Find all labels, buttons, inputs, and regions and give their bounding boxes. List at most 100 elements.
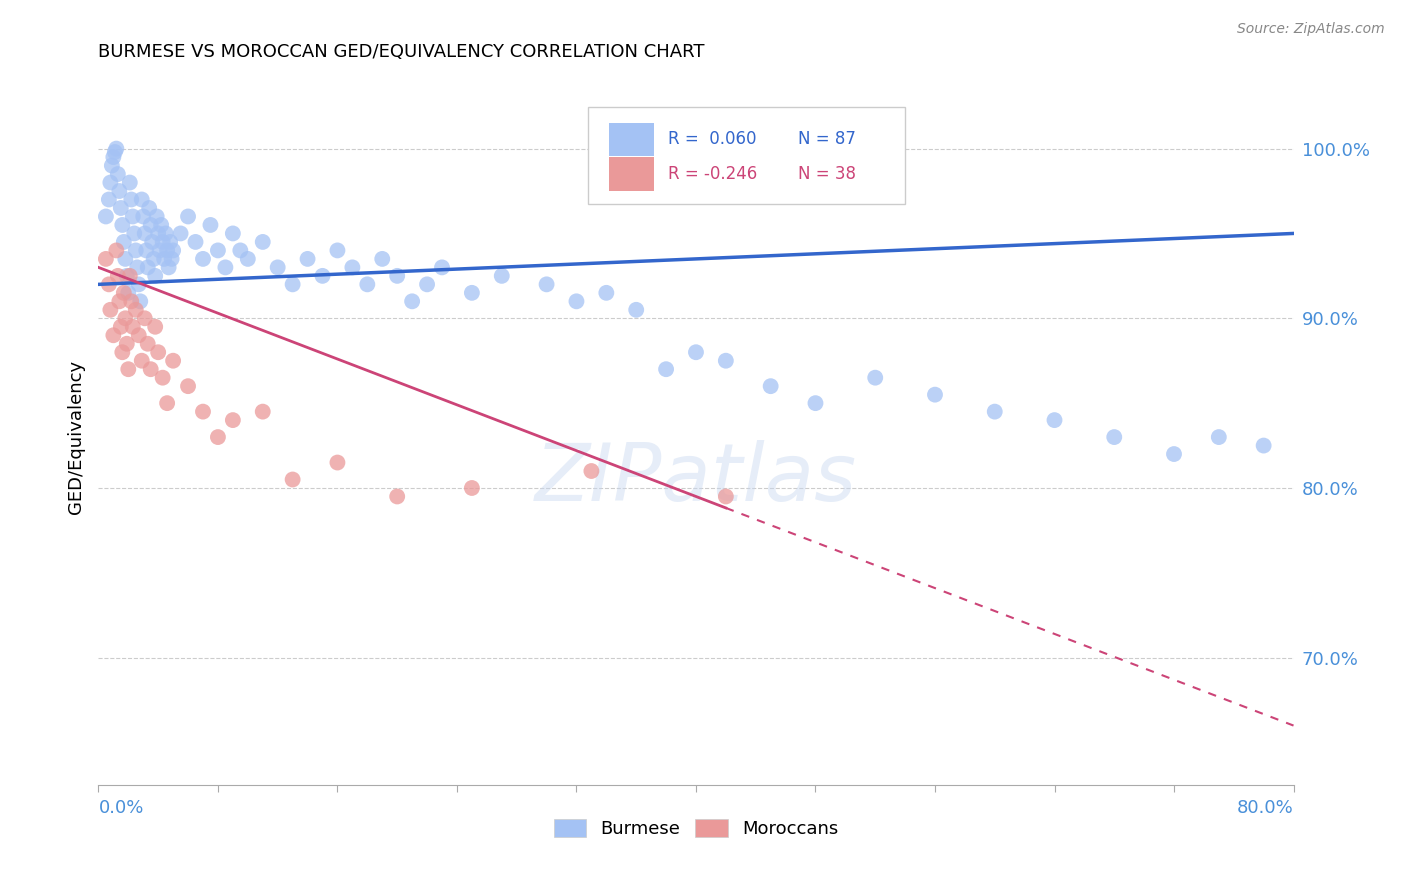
Point — [97, 277, 120, 292]
Point — [1163, 447, 1185, 461]
Point — [117, 285, 139, 300]
Point — [326, 244, 349, 258]
Point — [107, 167, 129, 181]
Point — [461, 285, 484, 300]
Point — [191, 252, 214, 266]
Point — [134, 311, 156, 326]
Point — [131, 193, 153, 207]
Point — [169, 227, 191, 241]
Point — [105, 142, 128, 156]
Point — [136, 260, 159, 275]
Point — [236, 252, 259, 266]
Point — [984, 404, 1007, 418]
Point — [401, 294, 423, 309]
Text: ZIPatlas: ZIPatlas — [534, 440, 858, 518]
Point — [626, 302, 648, 317]
Point — [103, 328, 125, 343]
Point — [685, 345, 707, 359]
Point — [115, 268, 138, 283]
Point — [128, 277, 150, 292]
Point — [139, 218, 162, 232]
Point — [108, 294, 131, 309]
Point — [110, 201, 132, 215]
Point — [153, 252, 176, 266]
Point — [214, 260, 236, 275]
Point — [98, 302, 122, 317]
Point — [156, 396, 179, 410]
Point — [120, 193, 142, 207]
Point — [177, 210, 200, 224]
Point — [184, 235, 207, 249]
Text: R =  0.060: R = 0.060 — [668, 130, 756, 148]
Point — [108, 184, 131, 198]
Point — [326, 456, 349, 470]
Point — [131, 353, 153, 368]
Point — [139, 362, 162, 376]
Point — [104, 145, 127, 159]
Point — [112, 285, 135, 300]
Text: 0.0%: 0.0% — [98, 798, 143, 816]
Point — [229, 244, 252, 258]
Point — [111, 345, 134, 359]
Text: N = 38: N = 38 — [797, 165, 856, 183]
Point — [416, 277, 439, 292]
Point — [536, 277, 558, 292]
Point — [200, 218, 222, 232]
Point — [191, 404, 214, 418]
Text: N = 87: N = 87 — [797, 130, 855, 148]
Point — [148, 227, 170, 241]
Point — [111, 218, 134, 232]
Point — [1208, 430, 1230, 444]
Point — [714, 490, 737, 504]
Point — [157, 260, 180, 275]
Point — [804, 396, 827, 410]
Point — [117, 362, 139, 376]
Point — [267, 260, 290, 275]
Point — [924, 387, 946, 401]
Point — [152, 370, 174, 384]
Point — [430, 260, 453, 275]
Point — [152, 235, 174, 249]
Point — [129, 294, 152, 309]
Point — [281, 277, 304, 292]
Point — [1043, 413, 1066, 427]
Point — [138, 201, 160, 215]
Text: R = -0.246: R = -0.246 — [668, 165, 758, 183]
Point — [156, 244, 179, 258]
Text: BURMESE VS MOROCCAN GED/EQUIVALENCY CORRELATION CHART: BURMESE VS MOROCCAN GED/EQUIVALENCY CORR… — [98, 44, 704, 62]
Point — [145, 210, 167, 224]
Point — [252, 404, 274, 418]
Point — [356, 277, 378, 292]
Point — [207, 430, 229, 444]
Point — [281, 473, 304, 487]
Point — [125, 302, 148, 317]
Point — [114, 311, 136, 326]
Y-axis label: GED/Equivalency: GED/Equivalency — [66, 360, 84, 514]
Point — [127, 260, 149, 275]
Point — [160, 252, 183, 266]
Point — [385, 268, 409, 283]
Point — [159, 235, 181, 249]
Point — [655, 362, 678, 376]
Point — [177, 379, 200, 393]
Point — [595, 285, 617, 300]
Point — [371, 252, 394, 266]
Point — [759, 379, 782, 393]
Point — [141, 235, 163, 249]
Point — [342, 260, 364, 275]
Point — [98, 176, 122, 190]
Point — [143, 319, 166, 334]
Text: 80.0%: 80.0% — [1237, 798, 1294, 816]
Point — [148, 345, 170, 359]
Point — [101, 159, 124, 173]
Point — [491, 268, 513, 283]
Point — [149, 244, 172, 258]
Point — [94, 252, 117, 266]
Point — [97, 193, 120, 207]
Point — [222, 227, 245, 241]
Point — [142, 252, 165, 266]
Point — [252, 235, 274, 249]
Point — [162, 353, 184, 368]
Point — [1253, 439, 1275, 453]
Point — [135, 244, 157, 258]
